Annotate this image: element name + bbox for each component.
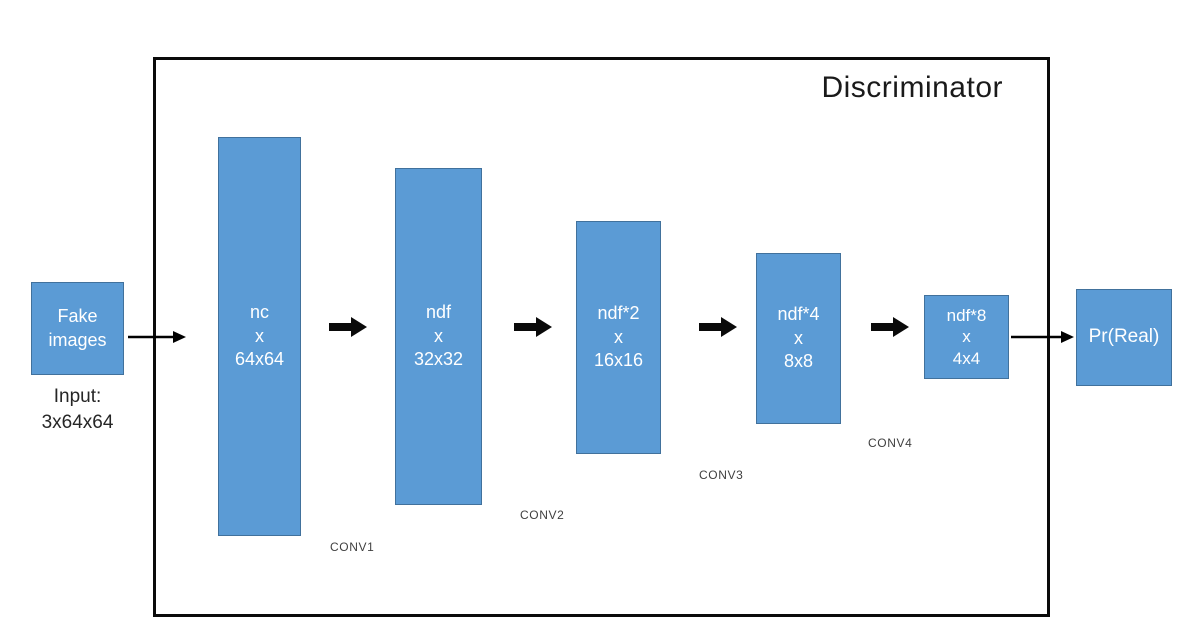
conv4-label: CONV4 [868, 436, 913, 450]
input-shape-caption: Input: 3x64x64 [8, 384, 147, 435]
layer-times: x [794, 327, 803, 348]
layer-box-conv1: nc x 64x64 [218, 137, 301, 536]
block-arrow-icon [871, 317, 909, 337]
layer-times: x [434, 325, 443, 346]
layer-channels: nc [249, 302, 269, 323]
layer-times: x [255, 325, 264, 346]
layer-channels: ndf [425, 302, 452, 323]
layer-times: x [614, 326, 623, 347]
layer-size: 64x64 [234, 349, 285, 370]
output-arrow-icon [1011, 331, 1074, 343]
input-caption-line2: 3x64x64 [41, 411, 114, 433]
layer-size: 8x8 [783, 351, 814, 372]
diagram-title: Discriminator [821, 71, 1003, 104]
block-arrow-icon [699, 317, 737, 337]
fake-images-box: Fake images [31, 282, 124, 375]
layer-box-conv5: ndf*8 x 4x4 [924, 295, 1009, 379]
layer-channels: ndf*8 [946, 306, 987, 326]
input-caption-line1: Input: [53, 386, 102, 407]
layer-channels: ndf*2 [597, 303, 640, 324]
layer-size: 16x16 [593, 350, 644, 371]
input-arrow-icon [128, 331, 186, 343]
conv1-label: CONV1 [330, 540, 375, 554]
layer-size: 4x4 [952, 348, 981, 368]
layer-box-conv3: ndf*2 x 16x16 [576, 221, 661, 454]
output-probability-box: Pr(Real) [1076, 289, 1172, 386]
layer-size: 32x32 [413, 349, 464, 370]
conv2-label: CONV2 [520, 508, 565, 522]
layer-box-conv2: ndf x 32x32 [395, 168, 482, 505]
layer-channels: ndf*4 [777, 304, 820, 325]
layer-box-conv4: ndf*4 x 8x8 [756, 253, 841, 424]
output-probability-label: Pr(Real) [1088, 326, 1160, 348]
block-arrow-icon [329, 317, 367, 337]
block-arrow-icon [514, 317, 552, 337]
fake-images-label: Fake images [48, 306, 107, 350]
layer-times: x [962, 327, 971, 347]
conv3-label: CONV3 [699, 468, 744, 482]
